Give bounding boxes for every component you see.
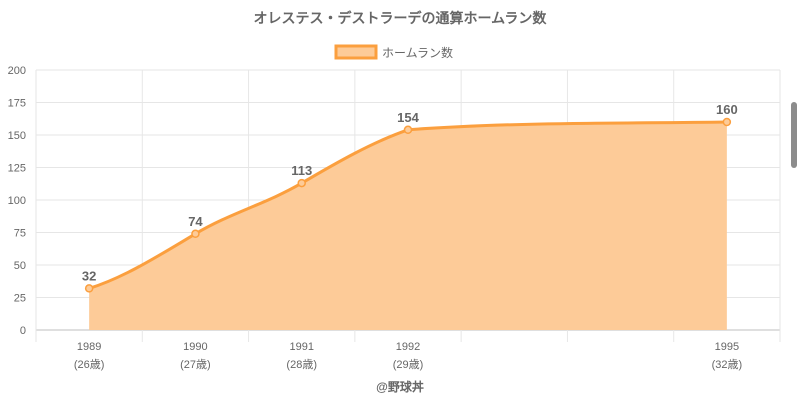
y-tick-label: 175 <box>8 98 26 110</box>
series-area <box>89 122 727 330</box>
x-age-label: (27歳) <box>180 358 211 371</box>
x-age-label: (32歳) <box>712 358 743 371</box>
data-label: 32 <box>82 268 96 283</box>
y-tick-label: 75 <box>14 228 26 240</box>
x-tick-label: 1989 <box>77 341 101 353</box>
y-tick-label: 50 <box>14 260 26 272</box>
data-point[interactable] <box>297 178 306 188</box>
data-point[interactable] <box>84 284 94 293</box>
scrollbar-thumb[interactable] <box>791 102 797 168</box>
legend-label: ホームラン数 <box>382 45 453 60</box>
data-point[interactable] <box>191 229 200 239</box>
series-homeruns <box>84 117 732 330</box>
legend-swatch <box>334 44 378 60</box>
x-axis: 1989 (26歳) 1990 (27歳) 1991 (28歳) 1992 (29歳) 1995… <box>74 341 742 371</box>
x-tick-label: 1991 <box>289 341 313 353</box>
x-age-label: (28歳) <box>286 358 317 371</box>
x-tick-label: 1995 <box>715 341 739 353</box>
x-age-label: (29歳) <box>393 358 424 371</box>
series-line <box>88 120 727 290</box>
chart-title: オレステス・デストラーデの通算ホームラン数 <box>254 10 548 26</box>
data-labels: 32 74 113 154 160 <box>82 102 738 283</box>
credit-text: @野球丼 <box>376 379 424 394</box>
data-label: 113 <box>291 163 312 178</box>
data-label: 160 <box>716 102 738 117</box>
y-tick-label: 25 <box>14 293 26 305</box>
y-tick-label: 100 <box>8 195 26 207</box>
data-point[interactable] <box>403 125 413 135</box>
y-tick-label: 200 <box>8 65 26 77</box>
x-age-label: (26歳) <box>74 358 105 371</box>
legend[interactable]: ホームラン数 <box>334 44 453 60</box>
data-label: 74 <box>188 214 203 229</box>
y-tick-label: 125 <box>8 163 26 175</box>
y-tick-label: 0 <box>20 325 26 337</box>
data-point[interactable] <box>722 117 732 127</box>
x-tick-label: 1990 <box>183 341 207 353</box>
x-tick-label: 1992 <box>396 341 420 353</box>
data-label: 154 <box>397 110 419 125</box>
y-tick-label: 150 <box>8 130 26 142</box>
y-axis: 0 25 50 75 100 125 150 175 200 <box>8 65 26 337</box>
